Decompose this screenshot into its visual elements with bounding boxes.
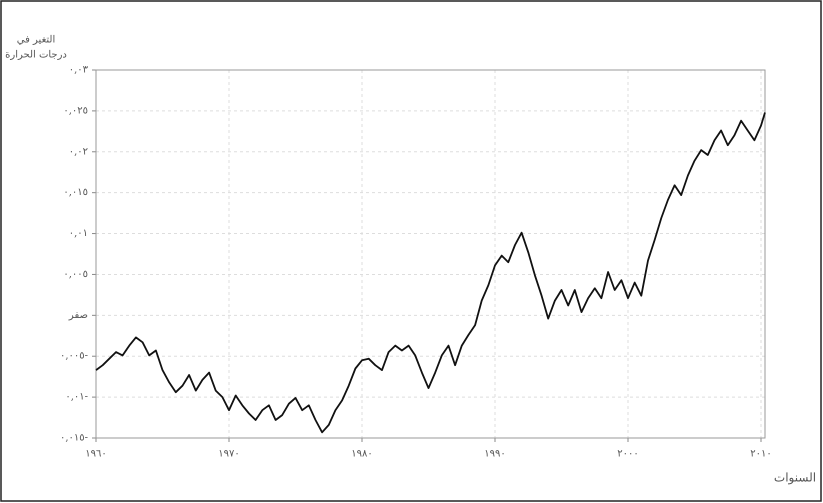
y-tick-label: ٠,٠٢ xyxy=(69,146,88,157)
x-tick-label: ١٩٧٠ xyxy=(218,449,239,460)
y-tick-label: ٠,٠١- xyxy=(65,392,88,403)
x-tick-label: ١٩٦٠ xyxy=(85,449,106,460)
data-line xyxy=(95,112,766,434)
x-axis-label: السنوات xyxy=(774,471,816,485)
x-tick-label: ٢٠٠٠ xyxy=(617,449,638,460)
y-tick-label: ٠,٠١٥ xyxy=(63,187,88,198)
x-tick-label: ١٩٩٠ xyxy=(484,449,505,460)
x-tick-label: ١٩٨٠ xyxy=(351,449,372,460)
y-tick-label: ٠,٠١٥- xyxy=(60,433,88,444)
plot-area xyxy=(95,69,766,439)
y-tick-label: ٠,٠٠٥- xyxy=(60,351,88,362)
y-tick-label: ٠,٠٣ xyxy=(69,65,89,76)
x-tick-label: ٢٠١٠ xyxy=(750,449,771,460)
y-tick-label: ٠,٠٠٥ xyxy=(63,269,88,280)
y-tick-label: صفر xyxy=(68,310,88,321)
chart-title-line: درجات الحرارة xyxy=(5,50,67,61)
y-tick-label: ٠,٠١ xyxy=(69,228,88,239)
y-tick-label: ٠,٠٢٥ xyxy=(63,105,88,116)
chart-title-line: التغير في xyxy=(17,35,56,46)
